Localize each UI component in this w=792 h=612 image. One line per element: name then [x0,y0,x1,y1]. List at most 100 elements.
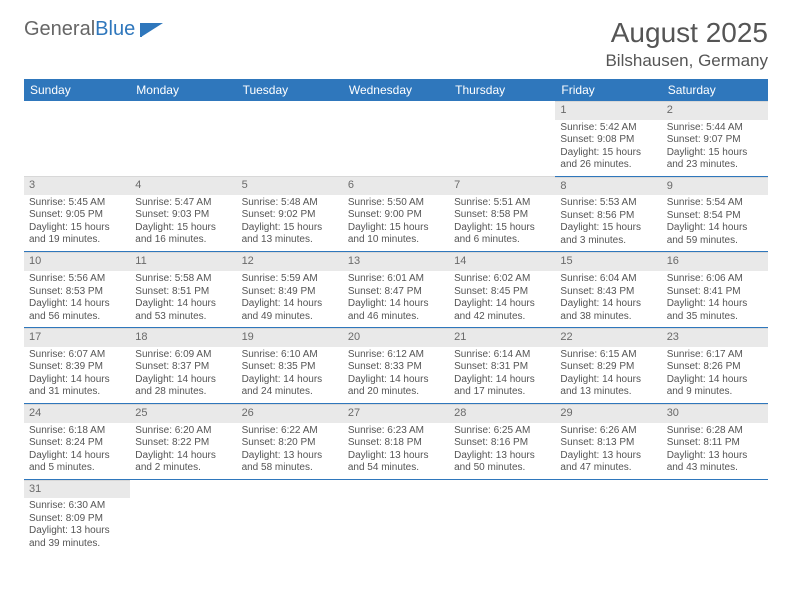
calendar-cell: 7Sunrise: 5:51 AMSunset: 8:58 PMDaylight… [449,176,555,252]
title-block: August 2025 Bilshausen, Germany [605,18,768,71]
sunrise: Sunrise: 6:14 AM [454,349,550,362]
day-details: Sunrise: 6:25 AMSunset: 8:16 PMDaylight:… [449,423,555,479]
calendar-row: 3Sunrise: 5:45 AMSunset: 9:05 PMDaylight… [24,176,768,252]
calendar-cell: 18Sunrise: 6:09 AMSunset: 8:37 PMDayligh… [130,328,236,404]
logo-text-2: Blue [95,18,135,41]
daylight-1: Daylight: 15 hours [560,147,656,160]
day-number: 20 [343,328,449,347]
daylight-1: Daylight: 14 hours [242,374,338,387]
day-number: 25 [130,404,236,423]
sunset: Sunset: 9:00 PM [348,209,444,222]
sunset: Sunset: 8:26 PM [667,361,763,374]
day-details: Sunrise: 5:45 AMSunset: 9:05 PMDaylight:… [24,195,130,251]
calendar-head: SundayMondayTuesdayWednesdayThursdayFrid… [24,79,768,101]
sunrise: Sunrise: 5:51 AM [454,197,550,210]
weekday-row: SundayMondayTuesdayWednesdayThursdayFrid… [24,79,768,101]
day-details: Sunrise: 6:14 AMSunset: 8:31 PMDaylight:… [449,347,555,403]
sunset: Sunset: 8:37 PM [135,361,231,374]
daylight-2: and 17 minutes. [454,386,550,399]
daylight-1: Daylight: 14 hours [667,298,763,311]
day-number: 2 [662,101,768,120]
day-details: Sunrise: 6:18 AMSunset: 8:24 PMDaylight:… [24,423,130,479]
daylight-2: and 54 minutes. [348,462,444,475]
day-details: Sunrise: 6:09 AMSunset: 8:37 PMDaylight:… [130,347,236,403]
day-details: Sunrise: 6:07 AMSunset: 8:39 PMDaylight:… [24,347,130,403]
logo: GeneralBlue [24,18,165,41]
sunset: Sunset: 8:53 PM [29,286,125,299]
sunrise: Sunrise: 5:53 AM [560,197,656,210]
calendar-row: 10Sunrise: 5:56 AMSunset: 8:53 PMDayligh… [24,252,768,328]
daylight-2: and 46 minutes. [348,311,444,324]
sunrise: Sunrise: 6:20 AM [135,425,231,438]
daylight-2: and 28 minutes. [135,386,231,399]
daylight-2: and 23 minutes. [667,159,763,172]
day-number: 10 [24,252,130,271]
day-number: 23 [662,328,768,347]
calendar-cell: 2Sunrise: 5:44 AMSunset: 9:07 PMDaylight… [662,101,768,176]
day-details: Sunrise: 6:26 AMSunset: 8:13 PMDaylight:… [555,423,661,479]
day-number: 8 [555,177,661,196]
day-details: Sunrise: 5:58 AMSunset: 8:51 PMDaylight:… [130,271,236,327]
sunset: Sunset: 8:13 PM [560,437,656,450]
sunrise: Sunrise: 5:54 AM [667,197,763,210]
day-details: Sunrise: 6:04 AMSunset: 8:43 PMDaylight:… [555,271,661,327]
calendar-cell: 11Sunrise: 5:58 AMSunset: 8:51 PMDayligh… [130,252,236,328]
sunrise: Sunrise: 6:17 AM [667,349,763,362]
day-details: Sunrise: 6:17 AMSunset: 8:26 PMDaylight:… [662,347,768,403]
header: GeneralBlue August 2025 Bilshausen, Germ… [24,18,768,71]
weekday-header: Tuesday [237,79,343,101]
sunrise: Sunrise: 5:58 AM [135,273,231,286]
location: Bilshausen, Germany [605,51,768,71]
day-number: 22 [555,328,661,347]
day-details: Sunrise: 5:54 AMSunset: 8:54 PMDaylight:… [662,195,768,251]
calendar-row: 1Sunrise: 5:42 AMSunset: 9:08 PMDaylight… [24,101,768,176]
sunrise: Sunrise: 5:50 AM [348,197,444,210]
daylight-1: Daylight: 14 hours [135,450,231,463]
daylight-2: and 26 minutes. [560,159,656,172]
sunrise: Sunrise: 5:45 AM [29,197,125,210]
day-number: 18 [130,328,236,347]
day-number: 9 [662,177,768,196]
sunrise: Sunrise: 6:12 AM [348,349,444,362]
daylight-2: and 3 minutes. [560,235,656,248]
day-details: Sunrise: 6:22 AMSunset: 8:20 PMDaylight:… [237,423,343,479]
sunset: Sunset: 8:56 PM [560,210,656,223]
calendar-cell: 5Sunrise: 5:48 AMSunset: 9:02 PMDaylight… [237,176,343,252]
sunrise: Sunrise: 6:28 AM [667,425,763,438]
calendar-cell: 30Sunrise: 6:28 AMSunset: 8:11 PMDayligh… [662,403,768,479]
day-details: Sunrise: 5:51 AMSunset: 8:58 PMDaylight:… [449,195,555,251]
sunset: Sunset: 8:49 PM [242,286,338,299]
day-details: Sunrise: 5:56 AMSunset: 8:53 PMDaylight:… [24,271,130,327]
calendar-cell: 13Sunrise: 6:01 AMSunset: 8:47 PMDayligh… [343,252,449,328]
day-details: Sunrise: 6:12 AMSunset: 8:33 PMDaylight:… [343,347,449,403]
page: GeneralBlue August 2025 Bilshausen, Germ… [0,0,792,554]
sunset: Sunset: 8:54 PM [667,210,763,223]
sunrise: Sunrise: 6:10 AM [242,349,338,362]
day-number: 26 [237,404,343,423]
sunrise: Sunrise: 6:04 AM [560,273,656,286]
day-number: 12 [237,252,343,271]
calendar-cell: 6Sunrise: 5:50 AMSunset: 9:00 PMDaylight… [343,176,449,252]
daylight-1: Daylight: 13 hours [667,450,763,463]
sunset: Sunset: 8:09 PM [29,513,125,526]
calendar-cell-empty [343,479,449,554]
daylight-1: Daylight: 13 hours [348,450,444,463]
calendar-cell: 1Sunrise: 5:42 AMSunset: 9:08 PMDaylight… [555,101,661,176]
daylight-2: and 9 minutes. [667,386,763,399]
day-number: 6 [343,176,449,195]
daylight-1: Daylight: 14 hours [135,298,231,311]
daylight-1: Daylight: 14 hours [348,374,444,387]
sunset: Sunset: 9:07 PM [667,134,763,147]
calendar-cell-empty [237,479,343,554]
day-details: Sunrise: 6:23 AMSunset: 8:18 PMDaylight:… [343,423,449,479]
calendar-row: 31Sunrise: 6:30 AMSunset: 8:09 PMDayligh… [24,479,768,554]
daylight-1: Daylight: 14 hours [242,298,338,311]
calendar-cell: 19Sunrise: 6:10 AMSunset: 8:35 PMDayligh… [237,328,343,404]
daylight-2: and 19 minutes. [29,234,125,247]
day-number: 27 [343,404,449,423]
daylight-1: Daylight: 13 hours [29,525,125,538]
day-details: Sunrise: 5:47 AMSunset: 9:03 PMDaylight:… [130,195,236,251]
daylight-2: and 43 minutes. [667,462,763,475]
daylight-1: Daylight: 14 hours [454,298,550,311]
daylight-2: and 6 minutes. [454,234,550,247]
